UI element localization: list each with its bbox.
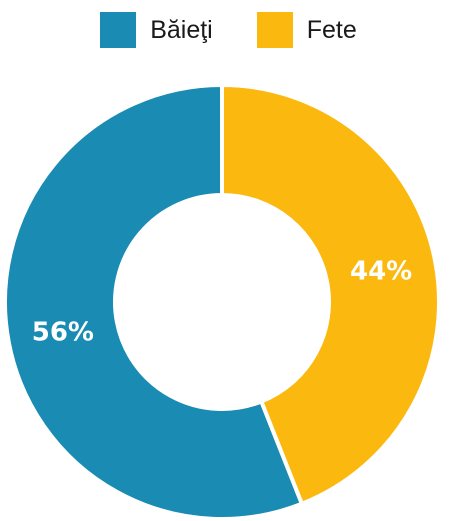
chart-legend: Băieţi Fete [0, 12, 457, 48]
donut-slices [3, 82, 441, 521]
slice-label-fete: 44% [350, 257, 412, 287]
legend-item-fete: Fete [256, 12, 357, 48]
legend-item-baieti: Băieţi [100, 12, 213, 48]
legend-swatch-fete [256, 12, 293, 48]
donut-slice-labels: 56% 44% [32, 257, 412, 348]
legend-label-fete: Fete [306, 16, 357, 44]
donut-slice-baieti [3, 82, 305, 521]
legend-label-baieti: Băieţi [150, 16, 213, 44]
slice-label-baieti: 56% [32, 317, 94, 347]
legend-swatch-baieti [100, 12, 137, 48]
donut-slice-fete [220, 82, 441, 507]
